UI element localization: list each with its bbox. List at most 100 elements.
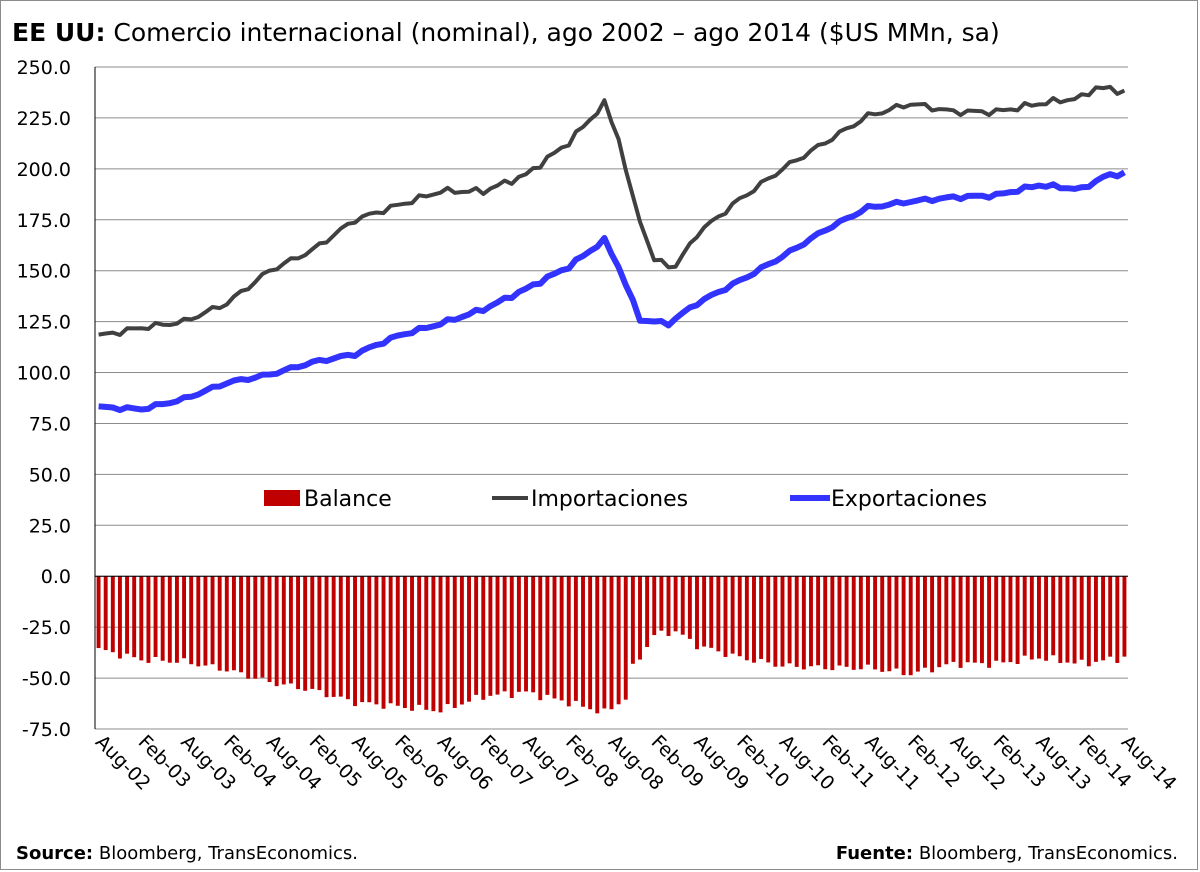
balance-bar (759, 576, 764, 660)
balance-bar (203, 576, 208, 666)
balance-bar (1044, 576, 1049, 661)
balance-bar (680, 576, 685, 635)
balance-bar (766, 576, 771, 663)
balance-bar (908, 576, 913, 676)
balance-bar (687, 576, 692, 639)
balance-bar (702, 576, 707, 647)
exports-line (98, 169, 1126, 414)
balance-bar (467, 576, 471, 702)
title-text: Comercio internacional (nominal), ago 20… (113, 18, 1000, 47)
balance-bar (1079, 576, 1084, 660)
balance-bar (367, 576, 372, 703)
balance-bar (801, 576, 806, 670)
source-text: Bloomberg, TransEconomics. (98, 843, 359, 864)
balance-bar (459, 576, 464, 705)
balance-bar (338, 576, 343, 697)
balance-bar (645, 576, 650, 648)
balance-bar (923, 576, 927, 668)
balance-bar (538, 576, 543, 701)
balance-bar (652, 576, 657, 636)
balance-bar (331, 576, 336, 697)
balance-bar (103, 576, 108, 651)
balance-bar (1122, 576, 1127, 657)
balance-bar (167, 576, 172, 663)
balance-bar (182, 576, 187, 659)
balance-bar (609, 576, 614, 710)
balance-bar (196, 576, 201, 667)
balance-bar (132, 576, 137, 658)
balance-bar (958, 576, 963, 668)
balance-bar (267, 576, 272, 683)
source-note: Source: Bloomberg, TransEconomics. (16, 843, 358, 864)
balance-bar (844, 576, 849, 667)
y-tick-label: 150.0 (17, 261, 71, 283)
y-tick-label: 50.0 (29, 464, 71, 486)
legend-swatch-balance (264, 490, 300, 506)
balance-bar (930, 576, 935, 673)
balance-bar (96, 576, 101, 649)
balance-bar (381, 576, 386, 709)
balance-bar (281, 576, 286, 685)
balance-bar (288, 576, 293, 684)
balance-bar (830, 576, 835, 671)
balance-bar (595, 576, 600, 714)
balance-bar (189, 576, 194, 665)
balance-bar (787, 576, 792, 664)
balance-bar (474, 576, 479, 695)
balance-bar (901, 576, 906, 676)
legend: Balance Importaciones Exportaciones (264, 487, 987, 512)
balance-bar (438, 576, 443, 713)
y-tick-label: 175.0 (17, 210, 71, 232)
balance-bar (566, 576, 571, 707)
balance-bar (630, 576, 635, 664)
fuente-label: Fuente: (835, 843, 914, 864)
balance-bars (96, 576, 1127, 714)
balance-bar (709, 576, 714, 648)
balance-bar (174, 576, 179, 663)
balance-bar (139, 576, 144, 661)
balance-bar (1058, 576, 1063, 663)
balance-bar (1101, 576, 1106, 661)
balance-bar (837, 576, 842, 666)
fuente-text: Bloomberg, TransEconomics. (918, 843, 1178, 864)
balance-bar (445, 576, 450, 705)
y-tick-label: 225.0 (17, 108, 71, 130)
fuente-note: Fuente: Bloomberg, TransEconomics. (836, 843, 1178, 864)
balance-bar (972, 576, 977, 663)
legend-label-exports: Exportaciones (831, 487, 987, 512)
balance-bar (360, 576, 365, 703)
balance-bar (823, 576, 828, 670)
balance-bar (851, 576, 856, 670)
balance-bar (345, 576, 350, 700)
balance-bar (979, 576, 984, 664)
balance-bar (417, 576, 422, 705)
balance-bar (994, 576, 999, 661)
balance-bar (816, 576, 821, 666)
balance-bar (452, 576, 457, 708)
balance-bar (110, 576, 115, 653)
balance-bar (944, 576, 949, 665)
y-tick-label: 250.0 (17, 57, 71, 79)
series-lines (98, 84, 1126, 414)
balance-bar (559, 576, 564, 701)
balance-bar (737, 576, 742, 657)
balance-bar (1029, 576, 1034, 660)
balance-bar (260, 576, 265, 678)
balance-bar (224, 576, 229, 672)
balance-bar (353, 576, 357, 707)
balance-bar (673, 576, 678, 632)
balance-bar (274, 576, 279, 687)
balance-bar (616, 576, 621, 705)
y-tick-label: 25.0 (29, 515, 71, 537)
balance-bar (317, 576, 322, 691)
balance-bar (987, 576, 992, 668)
balance-bar (125, 576, 130, 654)
balance-bar (915, 576, 920, 672)
balance-bar (937, 576, 942, 668)
balance-bar (253, 576, 258, 679)
y-tick-label: -75.0 (22, 719, 71, 741)
y-tick-label: 200.0 (17, 159, 71, 181)
balance-bar (374, 576, 379, 705)
balance-bar (481, 576, 486, 700)
